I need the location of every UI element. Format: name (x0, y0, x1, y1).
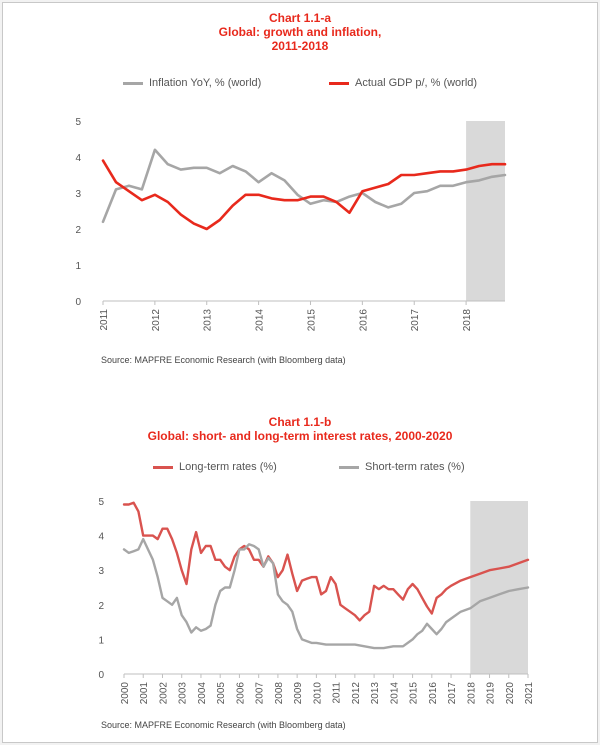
chart-a-title-line-2: Global: growth and inflation, (218, 25, 382, 39)
legend-swatch-red (329, 81, 349, 85)
y-tick-label: 2 (98, 601, 104, 612)
chart-b-legend-long: Long-term rates (%) (153, 461, 277, 473)
y-tick-label: 3 (75, 189, 81, 200)
chart-a-title-line-3: 2011-2018 (271, 39, 329, 53)
forecast-shading (466, 121, 505, 301)
x-tick-label: 2010 (312, 682, 323, 705)
chart-a-legend-gdp: Actual GDP p/, % (world) (329, 77, 477, 89)
series-line-1 (122, 501, 530, 622)
chart-b-source: Source: MAPFRE Economic Research (with B… (101, 720, 346, 730)
x-tick-label: 2015 (409, 682, 420, 705)
chart-a-title-line-1: Chart 1.1-a (268, 11, 332, 25)
x-tick-label: 2002 (158, 682, 169, 705)
x-tick-label: 2009 (293, 682, 304, 705)
legend-label: Actual GDP p/, % (world) (355, 77, 478, 89)
legend-swatch-gray (123, 81, 143, 85)
x-tick-label: 2020 (505, 682, 516, 705)
y-tick-label: 1 (75, 261, 81, 272)
x-tick-label: 2015 (306, 309, 317, 332)
x-tick-label: 2018 (462, 309, 473, 332)
x-tick-label: 2011 (99, 309, 110, 331)
x-tick-label: 2005 (216, 682, 227, 705)
x-tick-label: 2013 (203, 309, 214, 332)
chart-a-source: Source: MAPFRE Economic Research (with B… (101, 355, 346, 365)
x-tick-label: 2004 (197, 682, 208, 705)
forecast-shading (470, 501, 528, 674)
legend-label: Long-term rates (%) (179, 461, 277, 473)
x-tick-label: 2001 (139, 682, 150, 705)
x-tick-label: 2003 (178, 682, 189, 705)
x-tick-label: 2008 (274, 682, 285, 705)
y-tick-label: 1 (98, 635, 104, 646)
series-line-2 (101, 159, 507, 231)
chart-b-legend-short: Short-term rates (%) (339, 461, 465, 473)
y-tick-label: 5 (98, 497, 104, 508)
x-tick-label: 2012 (351, 682, 362, 705)
x-tick-label: 2006 (235, 682, 246, 705)
x-tick-label: 2017 (410, 309, 421, 332)
x-tick-label: 2021 (524, 682, 535, 705)
series-line-2 (122, 537, 530, 650)
chart-a-title: Chart 1.1-a Global: growth and inflation… (3, 11, 597, 53)
x-tick-label: 2012 (151, 309, 162, 332)
x-tick-label: 2014 (255, 309, 266, 332)
legend-label: Short-term rates (%) (365, 461, 465, 473)
chart-a-legend-inflation: Inflation YoY, % (world) (123, 77, 261, 89)
chart-b-plot: 0 1 2 3 4 5 2000 2001 2002 2003 2004 2005 2006 2007 20… (98, 497, 535, 705)
x-tick-label: 2016 (428, 682, 439, 705)
legend-label: Inflation YoY, % (world) (149, 77, 262, 89)
chart-a-plot: 0 1 2 3 4 5 2011 2012 2013 2014 2015 2016 2017 2018 (75, 117, 507, 332)
y-tick-label: 4 (98, 532, 104, 543)
chart-b-title-line-1: Chart 1.1-b (268, 415, 332, 429)
x-tick-label: 2014 (389, 682, 400, 705)
chart-b-title: Chart 1.1-b Global: short- and long-term… (3, 415, 597, 443)
x-tick-label: 2007 (255, 682, 266, 705)
y-tick-label: 0 (98, 670, 104, 681)
y-tick-label: 2 (75, 225, 81, 236)
x-tick-label: 2000 (120, 682, 131, 705)
x-tick-label: 2018 (466, 682, 477, 705)
x-tick-label: 2017 (447, 682, 458, 705)
y-tick-label: 0 (75, 297, 81, 308)
legend-swatch-red (153, 465, 173, 469)
x-tick-label: 2011 (332, 682, 343, 704)
chart-b-title-line-2: Global: short- and long-term interest ra… (147, 429, 453, 443)
y-tick-label: 4 (75, 153, 81, 164)
x-tick-label: 2013 (370, 682, 381, 705)
y-tick-label: 3 (98, 566, 104, 577)
y-tick-label: 5 (75, 117, 81, 128)
series-line-1 (101, 148, 507, 224)
x-tick-label: 2019 (486, 682, 497, 705)
legend-swatch-gray (339, 465, 359, 469)
x-tick-label: 2016 (358, 309, 369, 332)
